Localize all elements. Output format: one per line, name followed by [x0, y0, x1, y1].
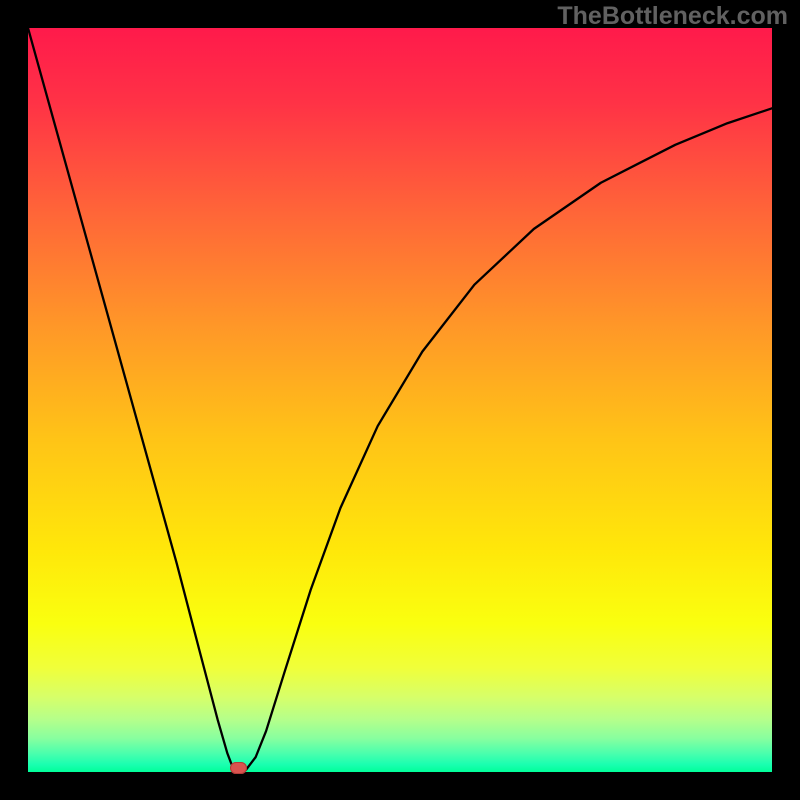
watermark-text: TheBottleneck.com — [557, 2, 788, 31]
chart-container: TheBottleneck.com — [0, 0, 800, 800]
gradient-background — [28, 28, 772, 772]
plot-area — [28, 28, 772, 772]
bottleneck-marker — [230, 762, 247, 774]
